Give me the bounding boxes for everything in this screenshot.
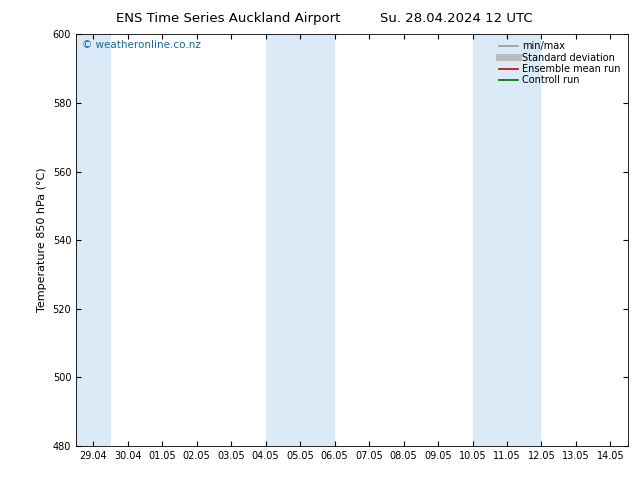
Legend: min/max, Standard deviation, Ensemble mean run, Controll run: min/max, Standard deviation, Ensemble me… [497,39,623,87]
Text: ENS Time Series Auckland Airport: ENS Time Series Auckland Airport [116,12,340,25]
Bar [76,34,110,446]
Bar [472,34,541,446]
Bar [266,34,335,446]
Text: Su. 28.04.2024 12 UTC: Su. 28.04.2024 12 UTC [380,12,533,25]
Y-axis label: Temperature 850 hPa (°C): Temperature 850 hPa (°C) [37,168,47,313]
Text: © weatheronline.co.nz: © weatheronline.co.nz [82,41,200,50]
